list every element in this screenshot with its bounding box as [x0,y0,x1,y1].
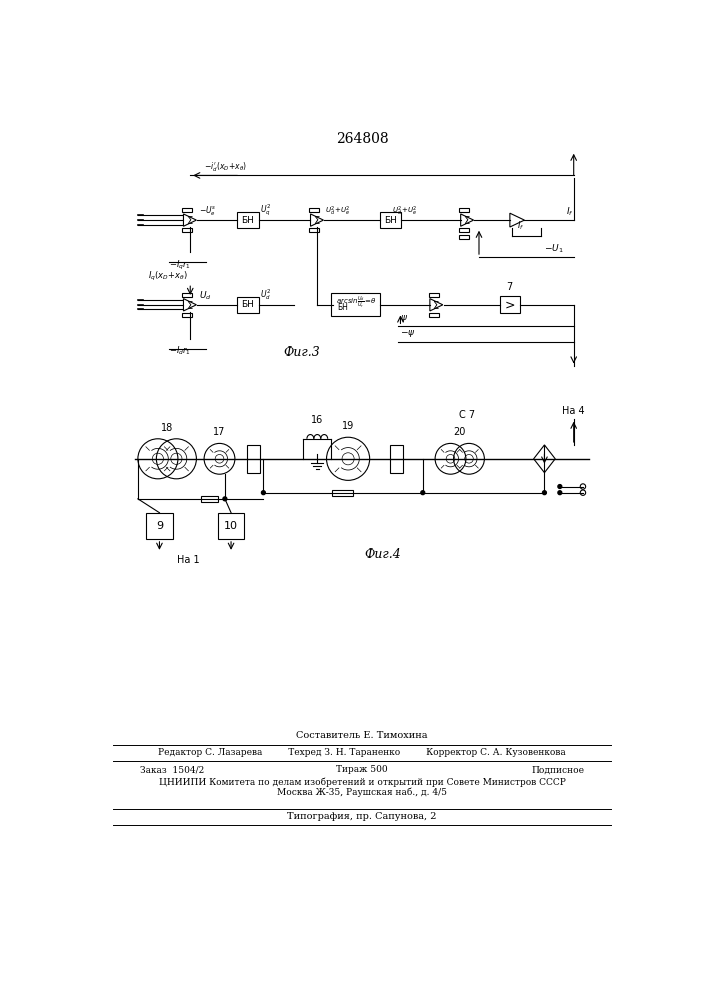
Text: 18: 18 [161,423,173,433]
Text: Типография, пр. Сапунова, 2: Типография, пр. Сапунова, 2 [287,812,437,821]
Bar [146,513,173,539]
Bar [331,293,380,316]
Text: БН: БН [384,216,397,225]
Text: 7: 7 [507,282,513,292]
Text: Редактор С. Лазарева         Техред З. Н. Тараненко         Корректор С. А. Кузо: Редактор С. Лазарева Техред З. Н. Таране… [158,748,566,757]
Bar [182,228,192,232]
Text: $U_d^2\!+\!U_e^2$: $U_d^2\!+\!U_e^2$ [392,204,417,218]
Bar [332,490,354,496]
Bar [182,313,192,317]
Text: $I_f$: $I_f$ [566,205,573,218]
Text: 19: 19 [342,421,354,431]
Text: 10: 10 [224,521,238,531]
Text: Подписное: Подписное [532,765,585,774]
Text: Тираж 500: Тираж 500 [336,765,387,774]
Text: Составитель Е. Тимохина: Составитель Е. Тимохина [296,732,428,740]
Bar [500,296,520,313]
Text: $\Sigma$: $\Sigma$ [186,214,194,226]
Text: $\Sigma$: $\Sigma$ [432,299,440,311]
Bar [309,208,320,212]
Bar [380,212,402,228]
Bar [182,293,192,297]
Text: >: > [505,298,515,311]
Text: $U_d$: $U_d$ [199,290,212,302]
Text: $I_q(x_D\!+\!x_\theta)$: $I_q(x_D\!+\!x_\theta)$ [148,270,188,283]
Bar [182,208,192,212]
Text: $I_f$: $I_f$ [517,220,524,232]
Text: На 4: На 4 [562,406,585,416]
Bar [460,235,469,239]
Bar [238,297,259,312]
Circle shape [223,497,227,501]
Text: $-U_1$: $-U_1$ [544,242,564,255]
Circle shape [421,491,425,495]
Bar [238,212,259,228]
Text: БН: БН [242,216,255,225]
Text: $\Sigma$: $\Sigma$ [186,299,194,311]
Text: 9: 9 [156,521,163,531]
Text: $-U_e^s$: $-U_e^s$ [199,204,217,218]
Circle shape [542,491,547,495]
Text: БН: БН [242,300,255,309]
Text: 16: 16 [311,415,323,425]
Circle shape [558,485,562,488]
Circle shape [558,491,562,495]
Bar [309,228,320,232]
Text: $U_q^2$: $U_q^2$ [259,202,271,218]
Text: 264808: 264808 [336,132,388,146]
Text: $arcsin\frac{U_d}{U_r}\!=\!\theta$: $arcsin\frac{U_d}{U_r}\!=\!\theta$ [336,294,376,310]
Bar [460,228,469,232]
Text: $-I_d r_1$: $-I_d r_1$ [169,345,191,357]
Text: 17: 17 [214,427,226,437]
Text: $\Sigma$: $\Sigma$ [463,214,471,226]
Text: Заказ  1504/2: Заказ 1504/2 [140,765,204,774]
Bar [201,496,218,502]
Text: $\psi$: $\psi$ [399,313,408,324]
Text: $U_d^2\!+\!U_e^2$: $U_d^2\!+\!U_e^2$ [325,204,351,218]
Bar [428,313,438,317]
Text: На 1: На 1 [177,555,200,565]
Bar [428,293,438,297]
Text: Фиг.3: Фиг.3 [284,346,320,359]
Text: Фиг.4: Фиг.4 [364,548,401,561]
Text: C 7: C 7 [460,410,476,420]
Bar [460,208,469,212]
Text: БН: БН [337,303,348,312]
Bar [390,445,403,473]
Text: ЦНИИПИ Комитета по делам изобретений и открытий при Совете Министров СССР: ЦНИИПИ Комитета по делам изобретений и о… [158,777,566,787]
Text: $\Sigma$: $\Sigma$ [313,214,320,226]
Text: Москва Ж-35, Раушская наб., д. 4/5: Москва Ж-35, Раушская наб., д. 4/5 [277,787,447,797]
Text: 20: 20 [454,427,466,437]
Text: $-I_q r_1$: $-I_q r_1$ [169,259,191,272]
Text: $U_d^2$: $U_d^2$ [259,288,271,302]
Bar [218,513,244,539]
Bar [247,445,259,473]
Circle shape [262,491,265,495]
Text: $-\psi$: $-\psi$ [399,328,415,339]
Text: $-i_d'(x_D\!+\!x_\theta)$: $-i_d'(x_D\!+\!x_\theta)$ [204,160,247,174]
